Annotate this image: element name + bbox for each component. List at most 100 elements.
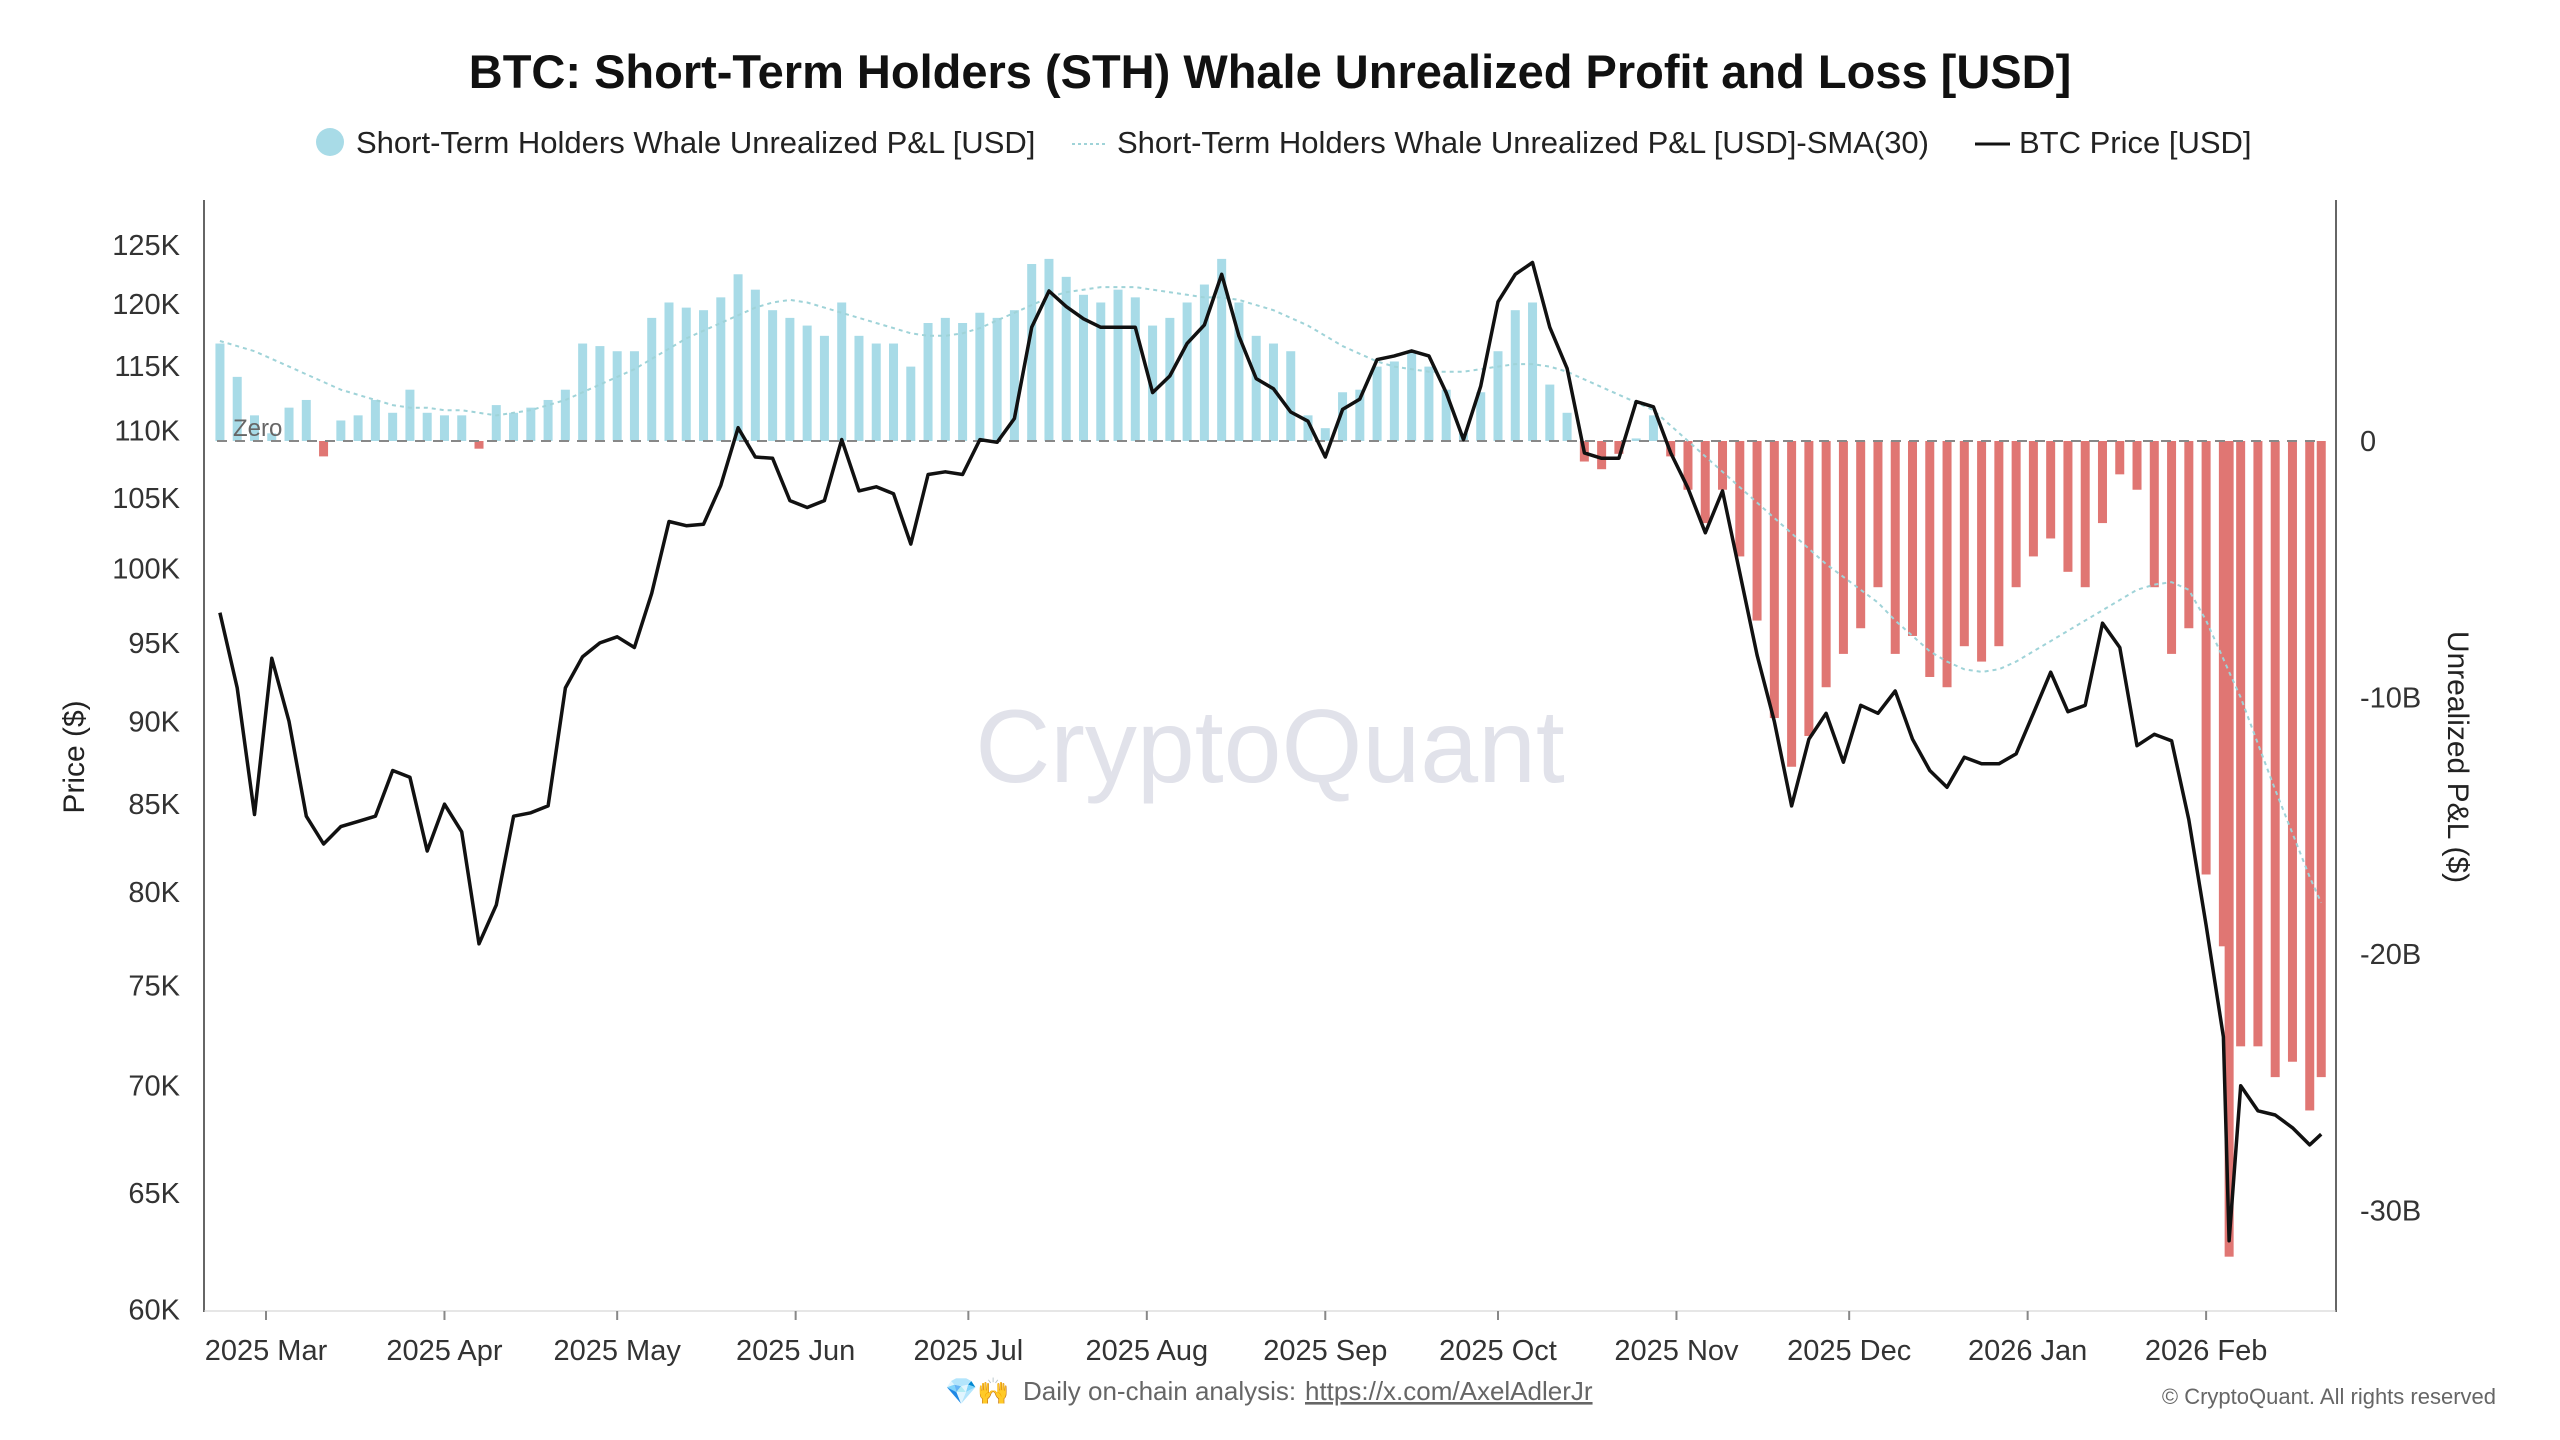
left-tick-label: 100K bbox=[112, 554, 180, 586]
pnl-bar bbox=[543, 399, 553, 441]
pnl-bar bbox=[871, 343, 881, 441]
pnl-bar bbox=[2011, 441, 2021, 588]
pnl-bar bbox=[1890, 441, 1900, 654]
right-axis-title: Unrealized P&L ($) bbox=[2441, 631, 2474, 883]
pnl-bar bbox=[992, 317, 1002, 441]
legend-label-sma: Short-Term Holders Whale Unrealized P&L … bbox=[1117, 125, 1929, 160]
pnl-bar bbox=[2253, 441, 2263, 1047]
legend-item-price[interactable]: BTC Price [USD] bbox=[1975, 125, 2252, 160]
btc-price-line bbox=[218, 260, 2323, 1243]
pnl-bar bbox=[526, 407, 536, 441]
legend-item-sma[interactable]: Short-Term Holders Whale Unrealized P&L … bbox=[1072, 125, 1929, 160]
x-tick-label: 2026 Feb bbox=[2145, 1335, 2268, 1367]
pnl-bar bbox=[1027, 264, 1037, 441]
pnl-bar bbox=[2046, 441, 2056, 539]
pnl-bar bbox=[612, 351, 622, 441]
pnl-bar bbox=[2287, 441, 2297, 1062]
x-tick-label: 2025 Sep bbox=[1263, 1335, 1387, 1367]
x-tick-label: 2025 May bbox=[553, 1335, 681, 1367]
pnl-bar bbox=[2236, 441, 2246, 1047]
pnl-bar bbox=[1735, 441, 1745, 557]
pnl-bar bbox=[975, 312, 985, 441]
left-tick-label: 95K bbox=[128, 628, 180, 660]
left-axis-ticks: 60K 65K 70K 75K 80K 85K 90K 95K 100K 105K 110K 115K… bbox=[112, 230, 180, 1326]
pnl-bar bbox=[1355, 389, 1365, 441]
pnl-bar bbox=[301, 399, 311, 441]
pnl-bar bbox=[2167, 441, 2177, 654]
pnl-bar bbox=[595, 346, 605, 441]
pnl-bar bbox=[1234, 302, 1244, 441]
left-tick-label: 125K bbox=[112, 230, 180, 262]
footer-link[interactable]: https://x.com/AxelAdlerJr bbox=[1305, 1376, 1593, 1406]
pnl-bar bbox=[664, 302, 674, 441]
pnl-bar bbox=[1769, 441, 1779, 719]
pnl-bar bbox=[1683, 441, 1693, 490]
pnl-bar bbox=[1251, 335, 1261, 441]
pnl-bar bbox=[2184, 441, 2194, 629]
pnl-bar bbox=[2270, 441, 2280, 1078]
pnl-bar bbox=[370, 399, 380, 441]
pnl-bar bbox=[1338, 392, 1348, 441]
legend-circle-icon bbox=[316, 128, 344, 156]
pnl-bar bbox=[2316, 441, 2326, 1078]
pnl-bar bbox=[1718, 441, 1728, 490]
pnl-bar bbox=[319, 441, 329, 457]
pnl-bar bbox=[1752, 441, 1762, 621]
left-tick-label: 90K bbox=[128, 706, 180, 738]
pnl-bar bbox=[560, 389, 570, 441]
pnl-bar bbox=[699, 310, 709, 441]
pnl-bar bbox=[1977, 441, 1987, 662]
pnl-bar bbox=[1303, 415, 1313, 441]
pnl-bar bbox=[1959, 441, 1969, 647]
pnl-bar bbox=[1044, 258, 1054, 441]
copyright: © CryptoQuant. All rights reserved bbox=[2162, 1384, 2496, 1409]
legend-item-pnl[interactable]: Short-Term Holders Whale Unrealized P&L … bbox=[316, 125, 1035, 160]
pnl-bar bbox=[647, 317, 657, 441]
pnl-bar bbox=[1182, 302, 1192, 441]
pnl-bar bbox=[1217, 258, 1227, 441]
pnl-bar bbox=[2080, 441, 2090, 588]
left-tick-label: 65K bbox=[128, 1178, 180, 1210]
pnl-bar bbox=[1493, 351, 1503, 441]
right-tick-label: 0 bbox=[2360, 426, 2376, 458]
pnl-bar bbox=[457, 415, 467, 441]
pnl-bar bbox=[1096, 302, 1106, 441]
left-tick-label: 75K bbox=[128, 971, 180, 1003]
pnl-bar bbox=[889, 343, 899, 441]
pnl-bar bbox=[1510, 310, 1520, 441]
pnl-bar bbox=[1372, 366, 1382, 441]
pnl-bar bbox=[958, 323, 968, 441]
pnl-bar bbox=[1873, 441, 1883, 588]
pnl-bar bbox=[1199, 284, 1209, 441]
footer: 💎🙌 Daily on-chain analysis: https://x.co… bbox=[945, 1376, 2496, 1409]
pnl-bar bbox=[1389, 361, 1399, 441]
pnl-bar bbox=[249, 415, 259, 441]
pnl-bar bbox=[1528, 302, 1538, 441]
pnl-bar bbox=[2132, 441, 2142, 490]
pnl-bar bbox=[1908, 441, 1918, 636]
pnl-bar bbox=[2149, 441, 2159, 588]
pnl-bar bbox=[1113, 289, 1123, 441]
x-tick-label: 2026 Jan bbox=[1968, 1335, 2087, 1367]
pnl-bar bbox=[1407, 351, 1417, 441]
pnl-bar bbox=[1268, 343, 1278, 441]
watermark: CryptoQuant bbox=[975, 689, 1565, 805]
pnl-bar bbox=[1061, 276, 1071, 441]
pnl-bar bbox=[923, 323, 933, 441]
pnl-bar bbox=[1165, 317, 1175, 441]
pnl-bar bbox=[1925, 441, 1935, 677]
pnl-bar bbox=[819, 335, 829, 441]
pnl-bar bbox=[1320, 428, 1330, 441]
pnl-bar bbox=[1614, 441, 1624, 454]
pnl-bar bbox=[1009, 310, 1019, 441]
pnl-bar bbox=[2305, 441, 2315, 1111]
pnl-bar bbox=[2115, 441, 2125, 475]
pnl-bar bbox=[2097, 441, 2107, 524]
pnl-bar bbox=[2028, 441, 2038, 557]
pnl-bar bbox=[802, 325, 812, 441]
pnl-bar bbox=[768, 310, 778, 441]
x-tick-label: 2025 Jul bbox=[914, 1335, 1024, 1367]
footer-text: Daily on-chain analysis: bbox=[1023, 1376, 1296, 1406]
pnl-bar bbox=[1648, 415, 1658, 441]
x-tick-label: 2025 Mar bbox=[205, 1335, 328, 1367]
